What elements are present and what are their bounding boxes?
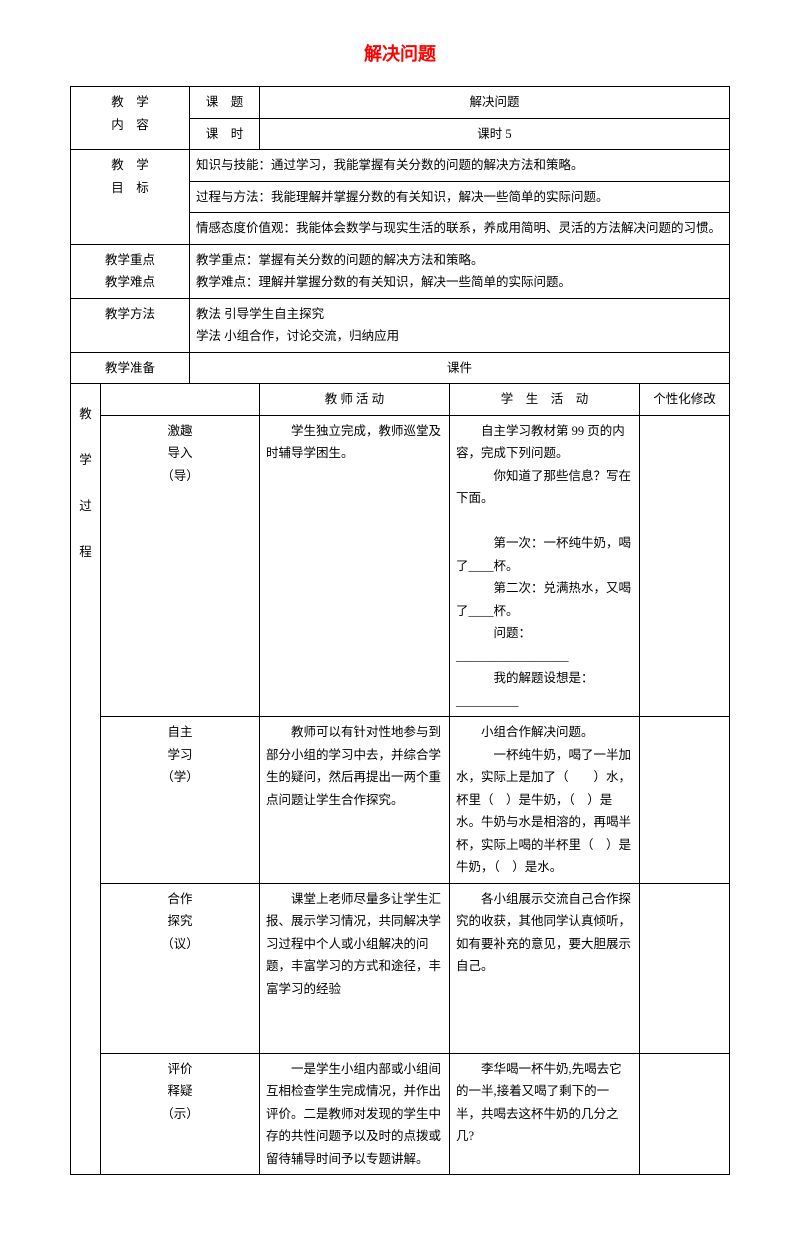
phase3-custom — [640, 883, 730, 1053]
col-student-header: 学 生 活 动 — [450, 384, 640, 416]
period-value: 课时 5 — [260, 118, 730, 150]
table-row: 激趣 导入 （导） 学生独立完成，教师巡堂及时辅导学困生。 自主学习教材第 99… — [71, 415, 730, 717]
table-row: 合作 探究 （议） 课堂上老师尽量多让学生汇报、展示学习情况，共同解决学习过程中… — [71, 883, 730, 1053]
char: 程 — [77, 532, 94, 572]
table-row: 教学准备 课件 — [71, 352, 730, 384]
objectives-label: 教 学 目 标 — [71, 150, 190, 245]
method-text: 教法 引导学生自主探究 学法 小组合作，讨论交流，归纳应用 — [190, 298, 730, 352]
phase2-custom — [640, 717, 730, 884]
phase3-student: 各小组展示交流自己合作探究的收获，其他同学认真倾听，如有要补充的意见，要大胆展示… — [450, 883, 640, 1053]
period-label: 课 时 — [190, 118, 260, 150]
keypoint-label: 教学重点 教学难点 — [71, 244, 190, 298]
teaching-content-label: 教 学 内 容 — [71, 87, 190, 150]
phase2-teacher: 教师可以有针对性地参与到部分小组的学习中去，并综合学生的疑问，然后再提出一两个重… — [260, 717, 450, 884]
objective-emotion: 情感态度价值观：我能体会数学与现实生活的联系，养成用简明、灵活的方法解决问题的习… — [190, 213, 730, 245]
table-row: 教 学 目 标 知识与技能：通过学习，我能掌握有关分数的问题的解决方法和策略。 — [71, 150, 730, 182]
label-text: 教 学 目 标 — [111, 158, 149, 195]
phase4-label: 评价 释疑 （示） — [101, 1053, 260, 1175]
cell-text: 教学重点：掌握有关分数的问题的解决方法和策略。 教学难点：理解并掌握分数的有关知… — [196, 253, 571, 290]
phase1-teacher: 学生独立完成，教师巡堂及时辅导学困生。 — [260, 415, 450, 717]
table-row: 教 学 过 程 教 师 活 动 学 生 活 动 个性化修改 — [71, 384, 730, 416]
topic-label: 课 题 — [190, 87, 260, 119]
process-label: 教 学 过 程 — [71, 384, 101, 1175]
phase3-label: 合作 探究 （议） — [101, 883, 260, 1053]
table-row: 教学方法 教法 引导学生自主探究 学法 小组合作，讨论交流，归纳应用 — [71, 298, 730, 352]
label-text: 教 学 内 容 — [111, 95, 149, 132]
table-row: 教 学 内 容 课 题 解决问题 — [71, 87, 730, 119]
cell-text: 小组合作解决问题。 一杯纯牛奶，喝了一半加水，实际上是加了（ ）水，杯里（ ）是… — [456, 725, 631, 874]
label-text: 评价 释疑 （示） — [107, 1058, 253, 1126]
table-row: 自主 学习 （学） 教师可以有针对性地参与到部分小组的学习中去，并综合学生的疑问… — [71, 717, 730, 884]
lesson-plan-table: 教 学 内 容 课 题 解决问题 课 时 课时 5 教 学 目 标 知识与技能：… — [70, 86, 730, 1175]
table-row: 评价 释疑 （示） 一是学生小组内部或小组间互相检查学生完成情况，并作出评价。二… — [71, 1053, 730, 1175]
phase4-teacher: 一是学生小组内部或小组间互相检查学生完成情况，并作出评价。二是教师对发现的学生中… — [260, 1053, 450, 1175]
label-text: 合作 探究 （议） — [107, 888, 253, 956]
document-page: 解决问题 教 学 内 容 课 题 解决问题 课 时 课时 5 教 学 目 标 知… — [0, 0, 800, 1235]
label-text: 教学重点 教学难点 — [105, 253, 155, 290]
col-custom-header: 个性化修改 — [640, 384, 730, 416]
col-teacher-header: 教 师 活 动 — [260, 384, 450, 416]
cell-text: 一是学生小组内部或小组间互相检查学生完成情况，并作出评价。二是教师对发现的学生中… — [266, 1062, 441, 1166]
phase1-student: 自主学习教材第 99 页的内容，完成下列问题。 你知道了那些信息？写在下面。 第… — [450, 415, 640, 717]
objective-knowledge: 知识与技能：通过学习，我能掌握有关分数的问题的解决方法和策略。 — [190, 150, 730, 182]
table-row: 教学重点 教学难点 教学重点：掌握有关分数的问题的解决方法和策略。 教学难点：理… — [71, 244, 730, 298]
char: 教 — [77, 394, 94, 434]
objective-process: 过程与方法：我能理解并掌握分数的有关知识，解决一些简单的实际问题。 — [190, 181, 730, 213]
label-text: 激趣 导入 （导） — [107, 420, 253, 488]
phase4-student: 李华喝一杯牛奶,先喝去它的一半,接着又喝了剩下的一半，共喝去这杯牛奶的几分之几? — [450, 1053, 640, 1175]
document-title: 解决问题 — [70, 40, 730, 66]
cell-text: 教师可以有针对性地参与到部分小组的学习中去，并综合学生的疑问，然后再提出一两个重… — [266, 725, 441, 807]
topic-value: 解决问题 — [260, 87, 730, 119]
char: 学 — [77, 440, 94, 480]
method-label: 教学方法 — [71, 298, 190, 352]
phase3-teacher: 课堂上老师尽量多让学生汇报、展示学习情况，共同解决学习过程中个人或小组解决的问题… — [260, 883, 450, 1053]
cell-text: 李华喝一杯牛奶,先喝去它的一半,接着又喝了剩下的一半，共喝去这杯牛奶的几分之几? — [456, 1062, 622, 1144]
phase2-student: 小组合作解决问题。 一杯纯牛奶，喝了一半加水，实际上是加了（ ）水，杯里（ ）是… — [450, 717, 640, 884]
label-text: 自主 学习 （学） — [107, 721, 253, 789]
char: 过 — [77, 486, 94, 526]
cell-text: 各小组展示交流自己合作探究的收获，其他同学认真倾听，如有要补充的意见，要大胆展示… — [456, 892, 631, 974]
phase1-label: 激趣 导入 （导） — [101, 415, 260, 717]
cell-text: 自主学习教材第 99 页的内容，完成下列问题。 你知道了那些信息？写在下面。 第… — [456, 424, 631, 708]
cell-text: 课堂上老师尽量多让学生汇报、展示学习情况，共同解决学习过程中个人或小组解决的问题… — [266, 892, 441, 996]
empty-cell — [101, 384, 260, 416]
prep-value: 课件 — [190, 352, 730, 384]
cell-text: 教法 引导学生自主探究 学法 小组合作，讨论交流，归纳应用 — [196, 307, 399, 344]
phase2-label: 自主 学习 （学） — [101, 717, 260, 884]
keypoint-text: 教学重点：掌握有关分数的问题的解决方法和策略。 教学难点：理解并掌握分数的有关知… — [190, 244, 730, 298]
cell-text: 学生独立完成，教师巡堂及时辅导学困生。 — [266, 420, 443, 465]
prep-label: 教学准备 — [71, 352, 190, 384]
phase1-custom — [640, 415, 730, 717]
phase4-custom — [640, 1053, 730, 1175]
